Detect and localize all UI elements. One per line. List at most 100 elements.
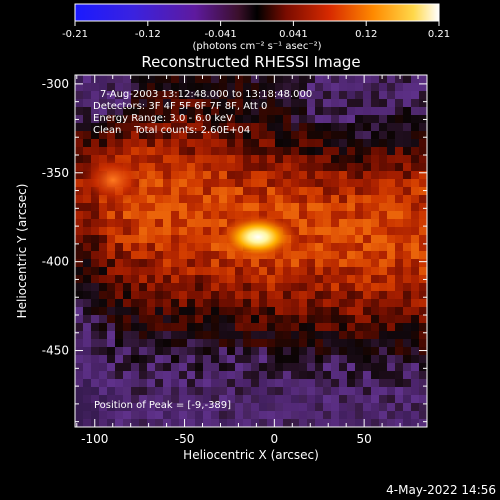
image-pixel: [115, 339, 124, 348]
image-pixel: [251, 299, 260, 308]
image-pixel: [267, 323, 276, 332]
image-pixel: [267, 107, 276, 116]
image-pixel: [379, 251, 388, 260]
image-pixel: [163, 331, 172, 340]
image-pixel: [115, 403, 124, 412]
image-pixel: [203, 307, 212, 316]
image-pixel: [267, 187, 276, 196]
image-pixel: [395, 331, 404, 340]
image-pixel: [403, 299, 412, 308]
image-pixel: [299, 259, 308, 268]
image-pixel: [347, 171, 356, 180]
image-pixel: [195, 155, 204, 164]
image-pixel: [211, 83, 220, 92]
image-pixel: [155, 291, 164, 300]
image-pixel: [363, 211, 372, 220]
image-pixel: [315, 139, 324, 148]
image-pixel: [227, 99, 236, 108]
image-pixel: [131, 91, 140, 100]
image-pixel: [355, 275, 364, 284]
image-pixel: [331, 267, 340, 276]
image-pixel: [299, 195, 308, 204]
image-pixel: [83, 387, 92, 396]
image-pixel: [171, 347, 180, 356]
image-pixel: [267, 163, 276, 172]
image-pixel: [251, 379, 260, 388]
image-pixel: [163, 411, 172, 420]
image-pixel: [403, 219, 412, 228]
image-pixel: [339, 219, 348, 228]
image-pixel: [131, 379, 140, 388]
image-pixel: [227, 315, 236, 324]
image-pixel: [379, 275, 388, 284]
image-pixel: [155, 75, 164, 84]
image-pixel: [235, 363, 244, 372]
image-pixel: [91, 291, 100, 300]
image-pixel: [419, 267, 427, 276]
image-pixel: [339, 315, 348, 324]
image-pixel: [379, 315, 388, 324]
image-pixel: [355, 179, 364, 188]
image-pixel: [291, 323, 300, 332]
image-pixel: [307, 99, 316, 108]
image-pixel: [227, 307, 236, 316]
image-pixel: [195, 283, 204, 292]
image-pixel: [355, 363, 364, 372]
image-pixel: [83, 107, 92, 116]
image-pixel: [411, 379, 420, 388]
image-pixel: [131, 251, 140, 260]
image-pixel: [355, 91, 364, 100]
image-pixel: [395, 363, 404, 372]
image-pixel: [403, 227, 412, 236]
image-pixel: [283, 371, 292, 380]
image-pixel: [363, 227, 372, 236]
image-pixel: [347, 403, 356, 412]
image-pixel: [179, 363, 188, 372]
image-pixel: [299, 203, 308, 212]
image-pixel: [259, 267, 268, 276]
image-pixel: [395, 187, 404, 196]
image-pixel: [171, 259, 180, 268]
image-pixel: [291, 171, 300, 180]
image-pixel: [107, 315, 116, 324]
image-pixel: [363, 275, 372, 284]
image-pixel: [395, 75, 404, 84]
image-pixel: [379, 387, 388, 396]
image-pixel: [339, 203, 348, 212]
image-pixel: [371, 171, 380, 180]
image-pixel: [275, 267, 284, 276]
image-pixel: [227, 419, 236, 427]
image-pixel: [99, 299, 108, 308]
image-pixel: [363, 155, 372, 164]
image-pixel: [299, 347, 308, 356]
image-pixel: [155, 419, 164, 427]
image-pixel: [371, 123, 380, 132]
image-pixel: [203, 227, 212, 236]
image-pixel: [267, 363, 276, 372]
image-pixel: [387, 91, 396, 100]
image-pixel: [75, 339, 84, 348]
image-pixel: [275, 147, 284, 156]
image-pixel: [83, 139, 92, 148]
image-pixel: [171, 267, 180, 276]
image-pixel: [179, 219, 188, 228]
image-pixel: [195, 267, 204, 276]
image-pixel: [315, 155, 324, 164]
image-pixel: [315, 227, 324, 236]
image-pixel: [163, 107, 172, 116]
image-pixel: [387, 179, 396, 188]
image-pixel: [115, 107, 124, 116]
image-pixel: [235, 395, 244, 404]
image-pixel: [139, 371, 148, 380]
y-axis-label: Heliocentric Y (arcsec): [15, 184, 29, 319]
image-pixel: [387, 419, 396, 427]
image-pixel: [139, 395, 148, 404]
image-pixel: [411, 315, 420, 324]
image-pixel: [411, 147, 420, 156]
image-pixel: [387, 211, 396, 220]
image-pixel: [251, 155, 260, 164]
image-pixel: [291, 107, 300, 116]
image-pixel: [355, 299, 364, 308]
image-pixel: [411, 347, 420, 356]
image-pixel: [283, 283, 292, 292]
